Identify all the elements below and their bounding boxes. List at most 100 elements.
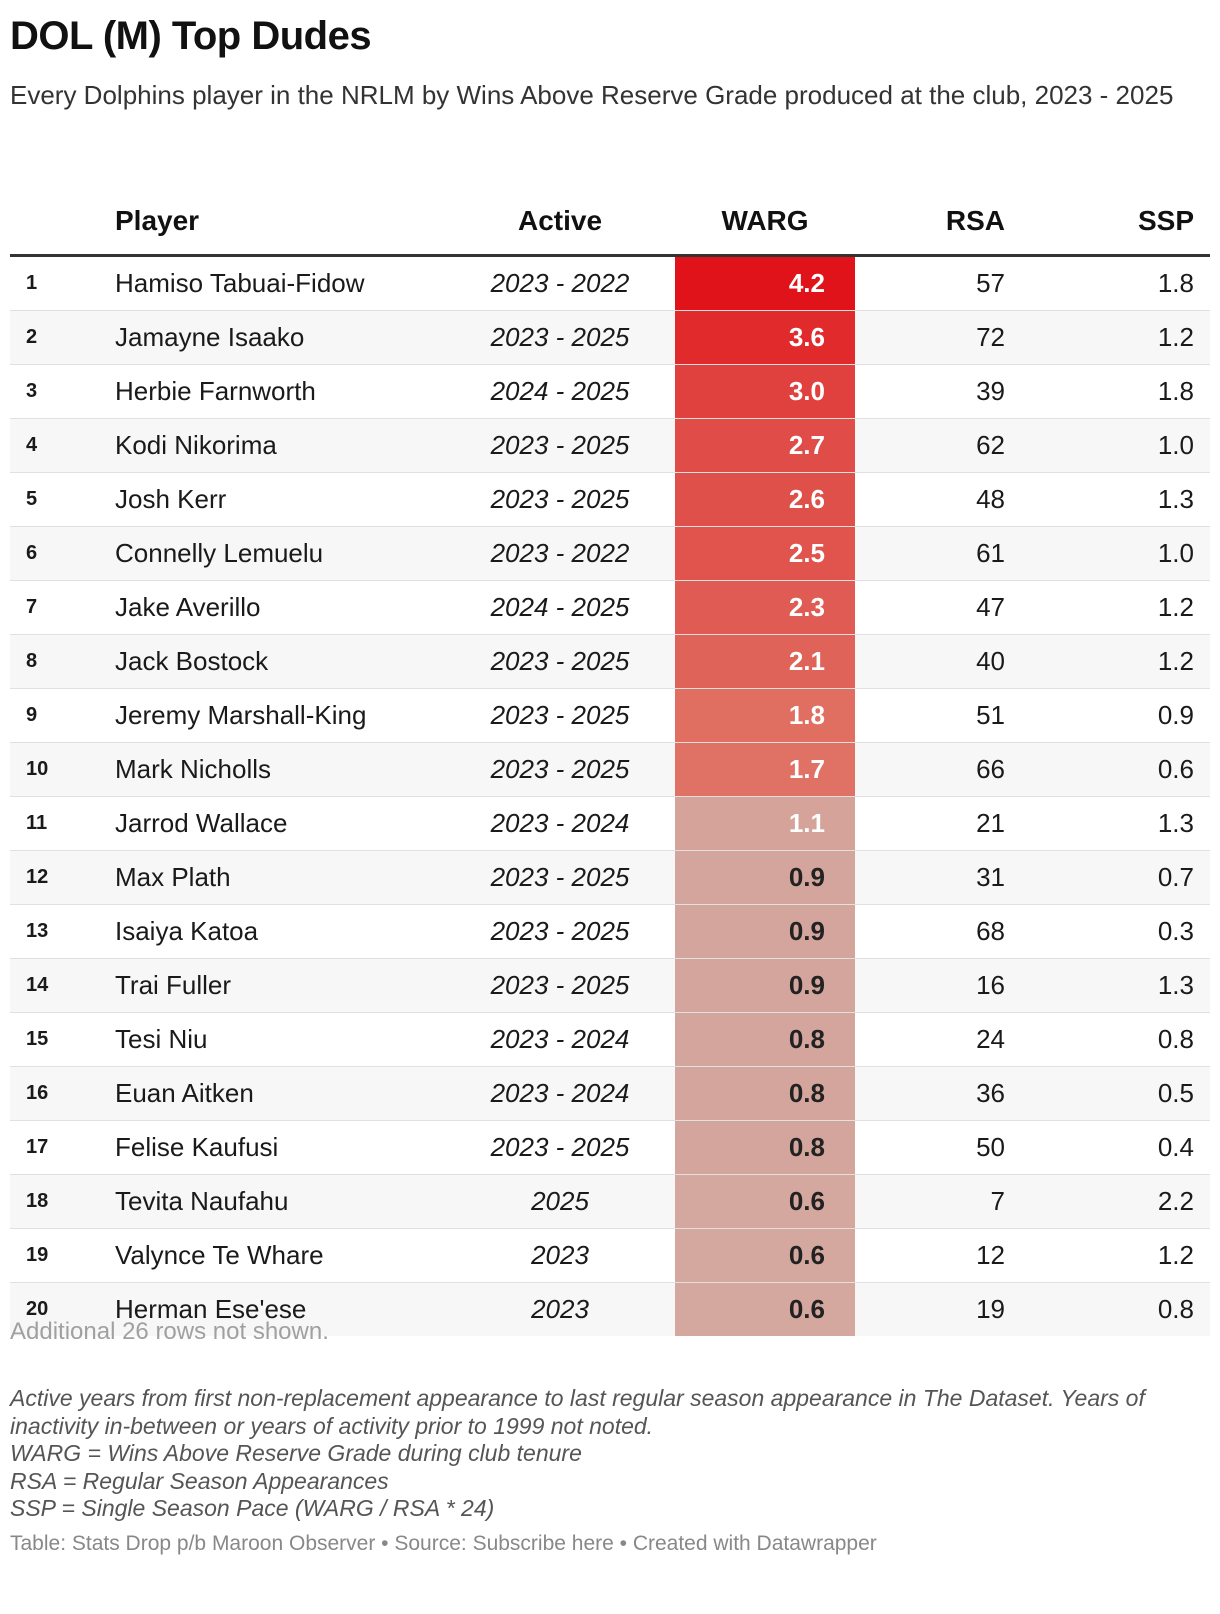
table-row: 9 Jeremy Marshall-King 2023 - 2025 1.8 51 0.9	[10, 688, 1210, 743]
table-row: 3 Herbie Farnworth 2024 - 2025 3.0 39 1.8	[10, 364, 1210, 419]
table-row: 13 Isaiya Katoa 2023 - 2025 0.9 68 0.3	[10, 904, 1210, 959]
header-warg[interactable]: WARG	[721, 205, 809, 236]
cell-rank: 7	[10, 580, 115, 635]
chart-title: DOL (M) Top Dudes	[10, 14, 372, 58]
cell-rank: 10	[10, 742, 115, 797]
footnote-ssp: SSP = Single Season Pace (WARG / RSA * 2…	[10, 1495, 495, 1521]
cell-rank: 11	[10, 796, 115, 851]
table-header-row: Player Active WARG RSA SSP	[10, 188, 1210, 256]
cell-active: 2025	[445, 1174, 675, 1229]
cell-warg: 4.2	[675, 255, 855, 311]
table-row: 7 Jake Averillo 2024 - 2025 2.3 47 1.2	[10, 580, 1210, 635]
cell-rsa: 39	[855, 364, 1035, 419]
cell-ssp: 1.2	[1035, 310, 1210, 365]
cell-active: 2023 - 2025	[445, 310, 675, 365]
cell-warg: 1.8	[675, 688, 855, 743]
cell-rank: 2	[10, 310, 115, 365]
cell-rank: 16	[10, 1066, 115, 1121]
table-row: 20 Herman Ese'ese 2023 0.6 19 0.8	[10, 1282, 1210, 1336]
cell-ssp: 1.3	[1035, 796, 1210, 851]
cell-player: Herbie Farnworth	[115, 364, 445, 419]
table-row: 5 Josh Kerr 2023 - 2025 2.6 48 1.3	[10, 472, 1210, 527]
cell-active: 2024 - 2025	[445, 364, 675, 419]
table-row: 8 Jack Bostock 2023 - 2025 2.1 40 1.2	[10, 634, 1210, 689]
cell-ssp: 0.8	[1035, 1282, 1210, 1336]
cell-player: Herman Ese'ese	[115, 1282, 445, 1336]
cell-rsa: 48	[855, 472, 1035, 527]
cell-ssp: 1.0	[1035, 526, 1210, 581]
cell-warg: 2.1	[675, 634, 855, 689]
cell-warg: 0.9	[675, 904, 855, 959]
cell-warg: 0.8	[675, 1066, 855, 1121]
cell-player: Jake Averillo	[115, 580, 445, 635]
cell-rank: 3	[10, 364, 115, 419]
cell-rank: 14	[10, 958, 115, 1013]
cell-rank: 12	[10, 850, 115, 905]
cell-warg: 1.7	[675, 742, 855, 797]
data-table: Player Active WARG RSA SSP 1 Hamiso Tabua…	[10, 188, 1210, 1336]
header-rank[interactable]	[10, 188, 115, 256]
cell-active: 2023 - 2025	[445, 688, 675, 743]
cell-player: Connelly Lemuelu	[115, 526, 445, 581]
cell-rsa: 36	[855, 1066, 1035, 1121]
table-row: 16 Euan Aitken 2023 - 2024 0.8 36 0.5	[10, 1066, 1210, 1121]
cell-ssp: 1.8	[1035, 364, 1210, 419]
cell-player: Trai Fuller	[115, 958, 445, 1013]
cell-rank: 17	[10, 1120, 115, 1175]
cell-warg: 0.8	[675, 1120, 855, 1175]
cell-player: Euan Aitken	[115, 1066, 445, 1121]
cell-rsa: 61	[855, 526, 1035, 581]
cell-rank: 13	[10, 904, 115, 959]
header-active[interactable]: Active	[517, 205, 603, 236]
cell-rsa: 21	[855, 796, 1035, 851]
cell-player: Jamayne Isaako	[115, 310, 445, 365]
cell-rsa: 7	[855, 1174, 1035, 1229]
footnote-active: Active years from first non-replacement …	[10, 1385, 1145, 1439]
cell-player: Valynce Te Whare	[115, 1228, 445, 1283]
cell-ssp: 0.3	[1035, 904, 1210, 959]
cell-rsa: 51	[855, 688, 1035, 743]
cell-rsa: 47	[855, 580, 1035, 635]
cell-rank: 15	[10, 1012, 115, 1067]
cell-ssp: 0.6	[1035, 742, 1210, 797]
cell-rsa: 31	[855, 850, 1035, 905]
cell-ssp: 1.3	[1035, 958, 1210, 1013]
cell-warg: 0.6	[675, 1282, 855, 1336]
table-row: 2 Jamayne Isaako 2023 - 2025 3.6 72 1.2	[10, 310, 1210, 365]
cell-ssp: 1.8	[1035, 255, 1210, 311]
cell-active: 2023 - 2024	[445, 796, 675, 851]
cell-ssp: 0.8	[1035, 1012, 1210, 1067]
table-row: 14 Trai Fuller 2023 - 2025 0.9 16 1.3	[10, 958, 1210, 1013]
cell-rank: 6	[10, 526, 115, 581]
cell-rank: 18	[10, 1174, 115, 1229]
cell-rsa: 72	[855, 310, 1035, 365]
cell-player: Hamiso Tabuai-Fidow	[115, 255, 445, 311]
header-player[interactable]: Player	[115, 205, 200, 236]
source-footer: Table: Stats Drop p/b Maroon Observer • …	[10, 1532, 877, 1555]
header-ssp[interactable]: SSP	[1137, 205, 1194, 236]
cell-active: 2023 - 2024	[445, 1066, 675, 1121]
cell-active: 2023	[445, 1282, 675, 1336]
cell-rank: 8	[10, 634, 115, 689]
table-row: 4 Kodi Nikorima 2023 - 2025 2.7 62 1.0	[10, 418, 1210, 473]
cell-ssp: 2.2	[1035, 1174, 1210, 1229]
cell-player: Max Plath	[115, 850, 445, 905]
cell-active: 2023 - 2025	[445, 472, 675, 527]
cell-rsa: 62	[855, 418, 1035, 473]
footnote-warg: WARG = Wins Above Reserve Grade during c…	[10, 1440, 582, 1466]
header-rsa[interactable]: RSA	[945, 205, 1005, 236]
cell-warg: 3.6	[675, 310, 855, 365]
cell-player: Mark Nicholls	[115, 742, 445, 797]
cell-rank: 5	[10, 472, 115, 527]
cell-active: 2023 - 2022	[445, 526, 675, 581]
cell-player: Kodi Nikorima	[115, 418, 445, 473]
cell-player: Felise Kaufusi	[115, 1120, 445, 1175]
cell-rank: 4	[10, 418, 115, 473]
cell-active: 2023 - 2025	[445, 850, 675, 905]
cell-active: 2023 - 2025	[445, 904, 675, 959]
cell-warg: 0.6	[675, 1228, 855, 1283]
footnote-rsa: RSA = Regular Season Appearances	[10, 1467, 389, 1494]
cell-warg: 3.0	[675, 364, 855, 419]
cell-ssp: 1.0	[1035, 418, 1210, 473]
